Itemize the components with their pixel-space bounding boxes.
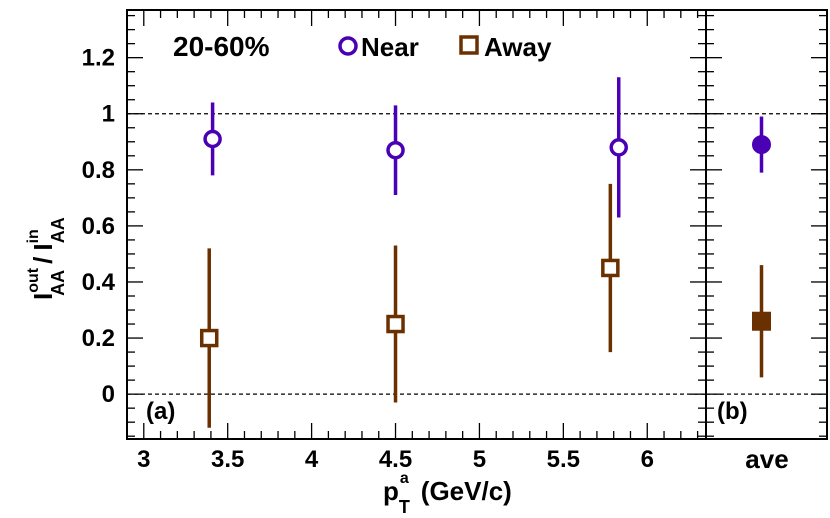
data-point-near xyxy=(386,140,405,160)
y-axis-title-num-sub: AA xyxy=(48,270,68,296)
y-axis-title-den: I xyxy=(28,243,58,250)
x-axis-title-sup: a xyxy=(400,470,409,487)
x-axis-title-sub: T xyxy=(399,497,410,517)
x-tick-label: 4.5 xyxy=(379,446,412,473)
y-tick-label: 0.6 xyxy=(82,213,115,240)
x-tick-label: 5 xyxy=(473,446,486,473)
y-axis-title-den-sub: AA xyxy=(48,217,68,243)
x-category-ave: ave xyxy=(745,444,788,474)
legend: Near Away xyxy=(338,32,552,62)
x-tick-label: 3.5 xyxy=(211,446,244,473)
panel-b-label: (b) xyxy=(717,398,748,425)
data-point-near xyxy=(203,129,222,149)
legend-away-label: Away xyxy=(484,32,552,62)
x-axis-title-main: p xyxy=(383,476,399,506)
data-point-away xyxy=(199,328,219,348)
x-tick-label: 3 xyxy=(137,446,150,473)
x-tick-label: 6 xyxy=(641,446,654,473)
data-point-away xyxy=(601,258,620,278)
y-axis-title-den-sup: in xyxy=(25,229,42,243)
legend-near-marker xyxy=(338,36,358,56)
legend-near-label: Near xyxy=(361,32,419,62)
x-tick-label: 5.5 xyxy=(547,446,580,473)
data-point-near xyxy=(609,138,628,157)
x-axis-title: pTa (GeV/c) xyxy=(383,470,512,517)
y-tick-label: 0.8 xyxy=(82,157,115,184)
average-point-away xyxy=(752,311,771,331)
average-point-near xyxy=(752,135,771,155)
panel-a-label: (a) xyxy=(146,398,175,425)
data-point-away xyxy=(386,314,405,334)
y-tick-label: 0.2 xyxy=(82,325,115,352)
x-tick-label: 4 xyxy=(305,446,319,473)
y-axis-title-num: I xyxy=(28,293,58,300)
y-axis-title-slash: / xyxy=(28,257,58,264)
y-tick-label: 0 xyxy=(102,381,115,408)
centrality-label: 20-60% xyxy=(173,31,270,62)
legend-away-marker xyxy=(459,35,479,55)
y-tick-label: 0.4 xyxy=(82,269,116,296)
y-tick-label: 1 xyxy=(102,101,115,128)
panel-b-frame xyxy=(705,9,828,440)
x-axis-title-units: (GeV/c) xyxy=(421,476,512,506)
y-axis-title-num-sup: out xyxy=(25,267,42,293)
y-axis-title: Iout AA / Iin AA xyxy=(25,217,68,300)
y-tick-label: 1.2 xyxy=(82,45,115,72)
